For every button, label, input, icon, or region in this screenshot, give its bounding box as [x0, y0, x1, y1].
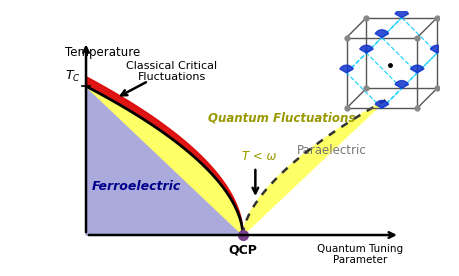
Text: Quantum Fluctuations: Quantum Fluctuations	[208, 112, 355, 125]
Text: Ferroelectric: Ferroelectric	[91, 180, 180, 193]
Polygon shape	[86, 86, 385, 235]
Text: QCP: QCP	[228, 243, 257, 256]
Wedge shape	[339, 65, 353, 73]
Text: Classical Critical
Fluctuations: Classical Critical Fluctuations	[126, 61, 217, 82]
Text: Temperature: Temperature	[64, 46, 140, 59]
Wedge shape	[359, 45, 372, 53]
Polygon shape	[86, 86, 242, 235]
Wedge shape	[409, 65, 423, 73]
Wedge shape	[394, 81, 408, 88]
Polygon shape	[86, 77, 242, 235]
Text: $T_C$: $T_C$	[65, 69, 80, 84]
Wedge shape	[375, 100, 388, 108]
Wedge shape	[394, 10, 408, 18]
Wedge shape	[430, 45, 443, 53]
Text: T < ω: T < ω	[241, 150, 275, 163]
Text: Paraelectric: Paraelectric	[297, 144, 366, 156]
Wedge shape	[375, 30, 388, 38]
Text: Quantum Tuning
Parameter: Quantum Tuning Parameter	[317, 243, 403, 265]
